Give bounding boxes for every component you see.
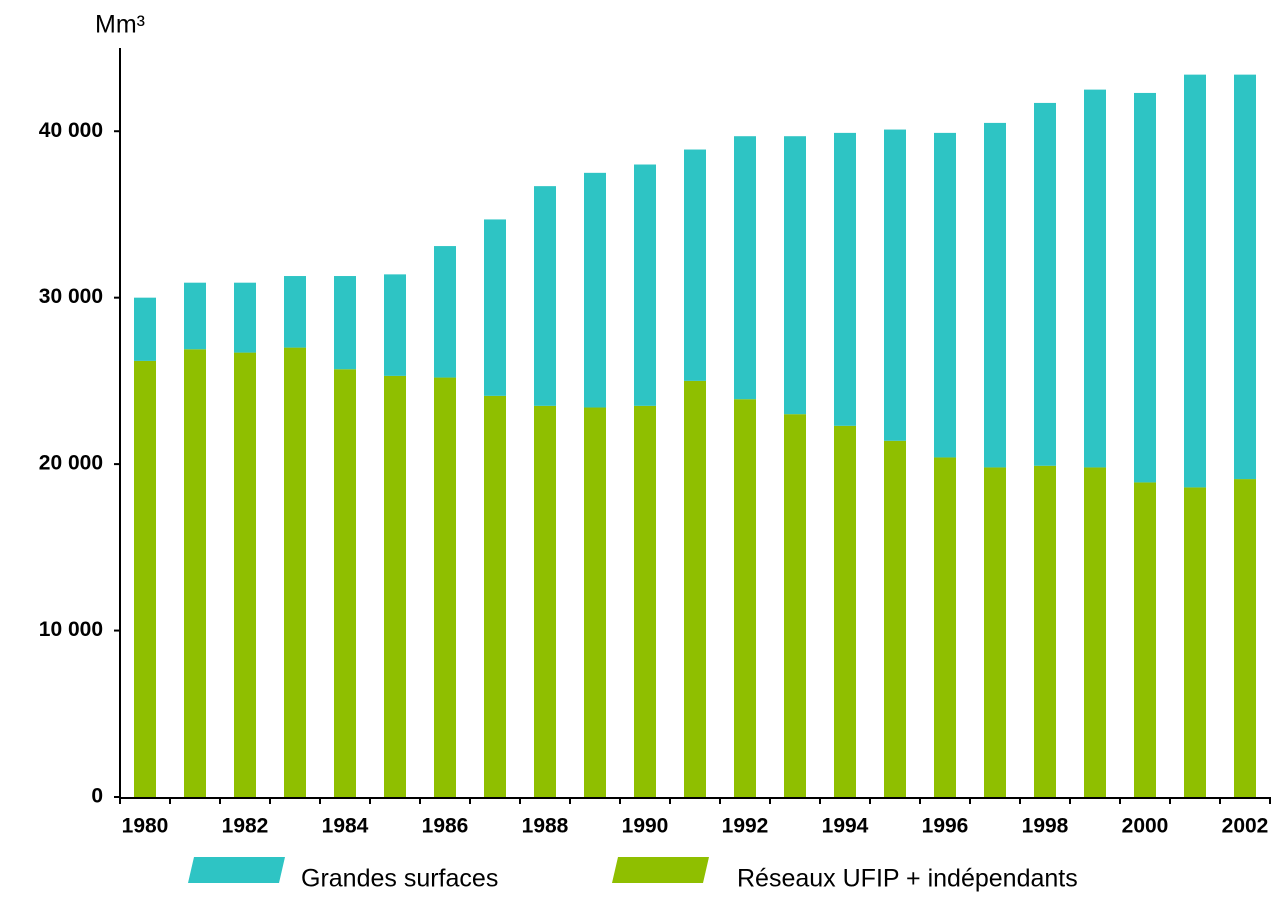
bar-segment xyxy=(1034,102,1056,466)
bar-segment xyxy=(284,347,306,797)
bar-segment xyxy=(734,136,756,400)
bar-segment xyxy=(834,132,856,426)
bar-segment xyxy=(534,186,556,406)
bar-segment xyxy=(634,164,656,406)
x-tick-label: 1980 xyxy=(122,815,169,838)
bar-segment xyxy=(234,352,256,797)
x-tick-label: 1982 xyxy=(222,815,269,838)
bar-segment xyxy=(384,274,406,376)
bar-segment xyxy=(534,405,556,797)
bar-segment xyxy=(684,380,706,797)
bar-segment xyxy=(284,276,306,348)
bar-segment xyxy=(884,129,906,441)
bar-segment xyxy=(1084,467,1106,797)
bar-segment xyxy=(484,219,506,396)
bar-segment xyxy=(1234,479,1256,797)
x-tick-label: 1998 xyxy=(1022,815,1069,838)
legend-label: Grandes surfaces xyxy=(301,865,498,893)
legend-swatch xyxy=(188,857,285,883)
bar-segment xyxy=(834,425,856,797)
bar-segment xyxy=(634,405,656,797)
bar-segment xyxy=(334,369,356,797)
bar-segment xyxy=(984,122,1006,468)
x-tick-label: 1988 xyxy=(522,815,569,838)
legend-swatch xyxy=(612,857,709,883)
x-tick-label: 1996 xyxy=(922,815,969,838)
x-tick-label: 2002 xyxy=(1222,815,1269,838)
bar-segment xyxy=(584,407,606,797)
x-tick-label: 1984 xyxy=(322,815,369,838)
bar-segment xyxy=(1234,74,1256,480)
bar-segment xyxy=(784,136,806,415)
bar-segment xyxy=(334,276,356,370)
y-tick-label: 10 000 xyxy=(39,618,103,641)
bar-segment xyxy=(434,377,456,797)
bar-segment xyxy=(884,440,906,797)
x-tick-label: 1986 xyxy=(422,815,469,838)
bar-segment xyxy=(1034,465,1056,797)
bar-segment xyxy=(684,149,706,381)
bar-segment xyxy=(134,360,156,797)
bar-segment xyxy=(1184,487,1206,797)
y-tick-label: 40 000 xyxy=(39,119,103,142)
x-tick-label: 1990 xyxy=(622,815,669,838)
bar-segment xyxy=(784,414,806,797)
bar-segment xyxy=(1184,74,1206,488)
bar-segment xyxy=(184,282,206,350)
y-tick-label: 30 000 xyxy=(39,285,103,308)
x-tick-label: 1994 xyxy=(822,815,869,838)
bar-segment xyxy=(434,246,456,378)
bar-segment xyxy=(134,297,156,361)
bar-segment xyxy=(1134,482,1156,797)
y-axis-label: Mm³ xyxy=(95,11,145,39)
bar-segment xyxy=(984,467,1006,797)
bar-segment xyxy=(184,349,206,797)
bar-segment xyxy=(934,457,956,797)
y-tick-label: 0 xyxy=(91,785,103,808)
bar-segment xyxy=(1134,92,1156,483)
bar-segment xyxy=(1084,89,1106,468)
bar-segment xyxy=(934,132,956,458)
x-tick-label: 1992 xyxy=(722,815,769,838)
bar-segment xyxy=(384,375,406,797)
bar-segment xyxy=(484,395,506,797)
bar-segment xyxy=(234,282,256,353)
bar-segment xyxy=(584,172,606,408)
y-tick-label: 20 000 xyxy=(39,452,103,475)
x-tick-label: 2000 xyxy=(1122,815,1169,838)
bar-segment xyxy=(734,399,756,797)
legend-label: Réseaux UFIP + indépendants xyxy=(737,865,1078,893)
